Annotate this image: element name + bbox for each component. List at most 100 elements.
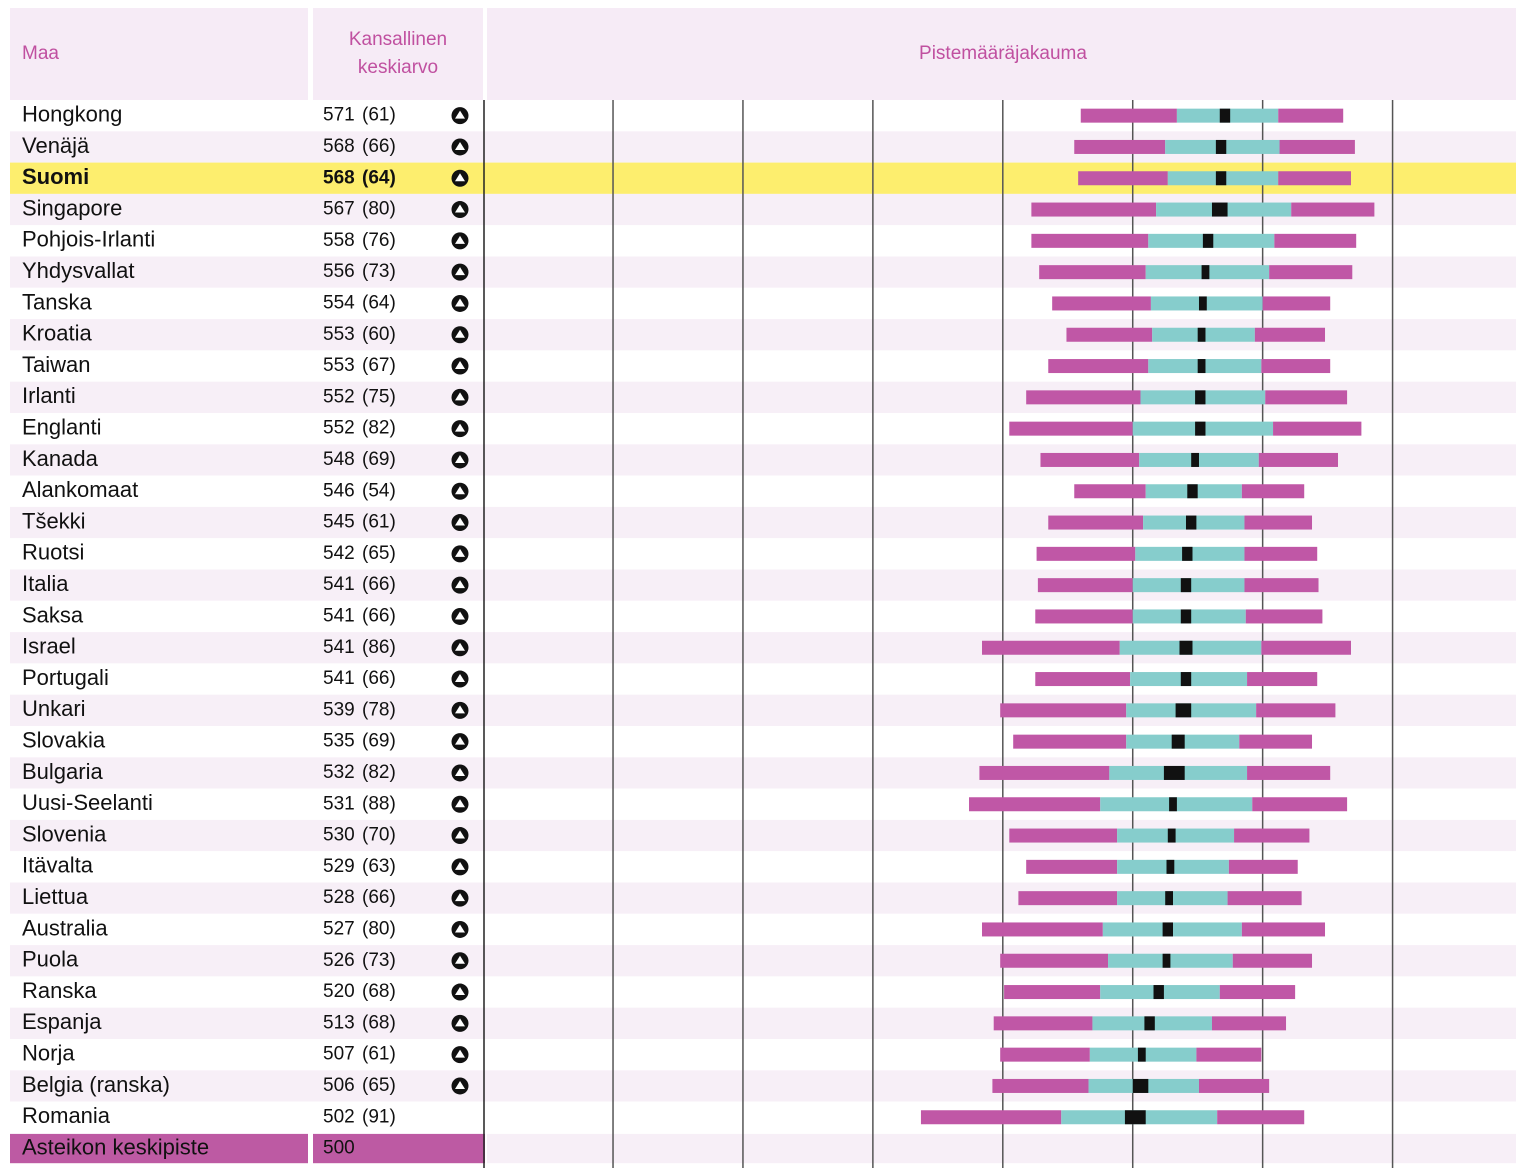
percentile-bar	[1078, 171, 1168, 186]
sd-label: (60)	[362, 324, 396, 345]
footer-value: 500	[323, 1138, 355, 1159]
percentile-bar	[1239, 734, 1313, 749]
mean-label: 541	[323, 574, 355, 595]
significance-icon	[455, 893, 465, 902]
sd-label: (82)	[362, 418, 396, 439]
percentile-bar	[1252, 797, 1348, 812]
significance-icon	[455, 955, 465, 964]
mean-label: 530	[323, 825, 355, 846]
country-label: Portugali	[22, 665, 109, 690]
country-label: Kroatia	[22, 321, 92, 346]
row-bg	[10, 1070, 1516, 1102]
sd-label: (61)	[362, 105, 396, 126]
significance-icon	[455, 329, 465, 338]
header-bg	[10, 8, 308, 100]
percentile-bar	[1009, 828, 1118, 843]
country-label: Norja	[22, 1040, 75, 1065]
mean-marker	[1197, 327, 1206, 342]
sd-label: (66)	[362, 136, 396, 157]
sd-label: (66)	[362, 668, 396, 689]
sd-label: (82)	[362, 762, 396, 783]
country-label: Liettua	[22, 884, 89, 909]
country-label: Kanada	[22, 446, 99, 471]
percentile-bar	[920, 1110, 1062, 1125]
footer-label: Asteikon keskipiste	[22, 1134, 209, 1159]
mean-label: 552	[323, 386, 355, 407]
significance-icon	[455, 298, 465, 307]
mean-marker	[1195, 421, 1206, 436]
significance-icon	[455, 110, 465, 119]
significance-icon	[455, 454, 465, 463]
country-label: Romania	[22, 1103, 111, 1128]
significance-icon	[455, 173, 465, 182]
country-label: Belgia (ranska)	[22, 1072, 170, 1097]
mean-marker	[1191, 452, 1199, 467]
percentile-bar	[1244, 578, 1319, 593]
sd-label: (69)	[362, 449, 396, 470]
mean-marker	[1202, 233, 1214, 248]
footer-bg	[313, 1133, 485, 1164]
percentile-bar	[1000, 703, 1127, 718]
mean-marker	[1171, 734, 1185, 749]
mean-label: 541	[323, 605, 355, 626]
significance-icon	[455, 141, 465, 150]
percentile-bar	[1278, 108, 1344, 123]
row-bg	[10, 1039, 1516, 1071]
country-label: Saksa	[22, 602, 84, 627]
country-label: Yhdysvallat	[22, 258, 135, 283]
significance-icon	[455, 736, 465, 745]
sd-label: (78)	[362, 699, 396, 720]
country-label: Taiwan	[22, 352, 90, 377]
percentile-bar	[982, 640, 1120, 655]
percentile-bar	[1241, 484, 1305, 499]
significance-icon	[455, 705, 465, 714]
percentile-bar	[1244, 515, 1313, 530]
significance-icon	[455, 1049, 465, 1058]
mean-label: 552	[323, 418, 355, 439]
country-label: Slovakia	[22, 727, 106, 752]
percentile-bar	[1247, 765, 1331, 780]
country-label: Ranska	[22, 978, 97, 1003]
mean-marker	[1137, 1047, 1146, 1062]
percentile-bar	[1009, 421, 1133, 436]
country-label: Itävalta	[22, 853, 94, 878]
mean-marker	[1219, 108, 1231, 123]
mean-marker	[1187, 484, 1198, 499]
significance-icon	[455, 674, 465, 683]
significance-icon	[455, 924, 465, 933]
percentile-bar	[1254, 327, 1326, 342]
country-label: Ruotsi	[22, 540, 84, 565]
mean-label: 506	[323, 1075, 355, 1096]
header-label: Pistemääräjakauma	[919, 43, 1087, 64]
mean-label: 535	[323, 731, 355, 752]
mean-marker	[1166, 859, 1175, 874]
mean-marker	[1153, 985, 1164, 1000]
percentile-bar	[1004, 985, 1101, 1000]
sd-label: (61)	[362, 512, 396, 533]
sd-label: (65)	[362, 543, 396, 564]
significance-icon	[455, 267, 465, 276]
percentile-bar	[1018, 891, 1118, 906]
percentile-bar	[1228, 859, 1298, 874]
significance-icon	[455, 642, 465, 651]
percentile-bar	[1013, 734, 1127, 749]
percentile-bar	[1052, 296, 1151, 311]
significance-icon	[455, 799, 465, 808]
sd-label: (54)	[362, 480, 396, 501]
percentile-bar	[1035, 609, 1133, 624]
percentile-bar	[1074, 139, 1166, 154]
country-label: Englanti	[22, 414, 102, 439]
mean-marker	[1215, 171, 1227, 186]
sd-label: (66)	[362, 574, 396, 595]
percentile-bar	[1198, 1078, 1270, 1093]
country-label: Espanja	[22, 1009, 102, 1034]
mean-label: 558	[323, 230, 355, 251]
mean-marker	[1211, 202, 1228, 217]
country-label: Italia	[22, 571, 69, 596]
mean-marker	[1198, 296, 1207, 311]
mean-label: 539	[323, 699, 355, 720]
significance-icon	[455, 423, 465, 432]
significance-icon	[455, 1080, 465, 1089]
percentile-bar	[1241, 922, 1326, 937]
mean-marker	[1169, 797, 1177, 812]
